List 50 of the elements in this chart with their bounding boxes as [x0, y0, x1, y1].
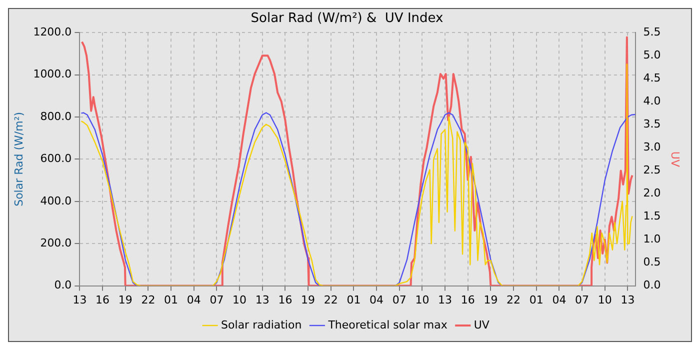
legend-label: UV	[474, 318, 490, 332]
x-tick-label: 04	[370, 293, 384, 306]
y2-tick-label: 4.0	[643, 94, 661, 108]
y-tick-label: 600.0	[40, 152, 72, 166]
x-tick-label: 01	[346, 293, 361, 306]
y-tick-label: 1200.0	[33, 25, 72, 38]
y-tick-label: 1000.0	[33, 68, 72, 81]
x-tick-label: 07	[210, 293, 224, 306]
y2-tick-label: 3.5	[643, 118, 661, 131]
legend-label: Theoretical solar max	[327, 318, 448, 332]
y2-tick-label: 1.0	[643, 232, 661, 246]
x-tick-label: 16	[96, 293, 110, 306]
x-tick-label: 10	[598, 293, 612, 306]
y-tick-label: 200.0	[40, 236, 72, 250]
y-axis-title: Solar Rad (W/m²)	[12, 112, 26, 206]
y2-tick-label: 0.5	[643, 256, 661, 269]
x-tick-label: 19	[301, 293, 316, 306]
x-tick-label: 01	[164, 293, 178, 306]
x-tick-label: 07	[392, 293, 406, 306]
x-tick-label: 22	[324, 293, 338, 306]
y2-tick-label: 2.5	[643, 164, 661, 177]
y2-tick-label: 5.5	[643, 25, 661, 38]
y-tick-label: 800.0	[40, 110, 72, 123]
x-tick-label: 19	[484, 293, 498, 306]
x-tick-label: 10	[415, 293, 430, 306]
x-tick-label: 22	[506, 293, 521, 306]
y2-tick-label: 0.0	[643, 278, 661, 292]
y2-tick-label: 3.0	[643, 140, 661, 154]
y-tick-label: 0.0	[54, 278, 72, 292]
y2-tick-label: 1.5	[643, 210, 661, 223]
x-tick-label: 04	[186, 293, 201, 306]
x-tick-label: 13	[255, 293, 270, 306]
x-tick-label: 13	[438, 293, 452, 306]
x-tick-label: 19	[118, 293, 132, 306]
x-tick-label: 10	[232, 293, 247, 306]
x-tick-label: 13	[72, 293, 87, 306]
y2-tick-label: 5.0	[643, 48, 661, 62]
y2-tick-label: 4.5	[643, 71, 661, 84]
x-tick-label: 04	[552, 293, 566, 306]
y2-axis-title: UV	[668, 151, 682, 168]
chart-title: Solar Rad (W/m²) & UV Index	[250, 11, 444, 26]
x-tick-label: 16	[460, 293, 475, 306]
y-tick-label: 400.0	[40, 194, 72, 208]
x-tick-label: 07	[575, 293, 590, 306]
x-tick-label: 22	[141, 293, 156, 306]
x-tick-label: 16	[278, 293, 292, 306]
x-tick-label: 01	[529, 293, 544, 306]
legend-label: Solar radiation	[221, 318, 302, 332]
x-tick-label: 13	[620, 293, 635, 306]
y2-tick-label: 2.0	[643, 186, 661, 200]
